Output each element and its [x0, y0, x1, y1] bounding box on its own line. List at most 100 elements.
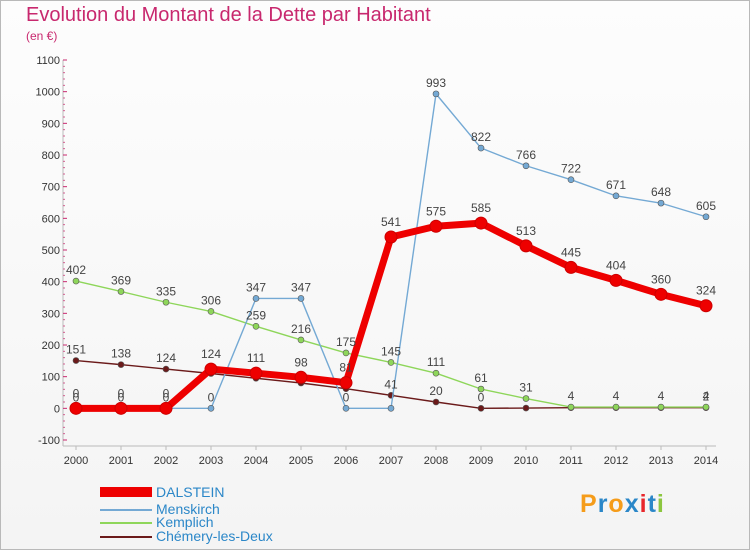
- data-label-menskirch: 822: [471, 130, 491, 144]
- data-point-kemplich: [117, 288, 125, 295]
- data-label-kemplich: 111: [427, 355, 446, 369]
- y-tick-label: 1000: [36, 87, 60, 99]
- y-tick-label: 700: [42, 182, 60, 194]
- y-tick-label: 0: [54, 403, 60, 415]
- data-label-menskirch: 722: [561, 162, 581, 176]
- data-point-menskirch: [432, 90, 440, 98]
- data-point-dalstein: [69, 401, 83, 415]
- legend-label-menskirch: Menskirch: [156, 501, 220, 517]
- x-tick-label: 2011: [559, 455, 583, 467]
- legend-swatch-menskirch: [100, 509, 152, 511]
- x-tick-label: 2001: [109, 455, 133, 467]
- data-point-chemery-les-deux: [432, 398, 440, 406]
- data-label-kemplich: 306: [201, 293, 221, 307]
- y-tick-label: 600: [42, 213, 60, 225]
- y-tick-label: 200: [42, 340, 60, 352]
- chart-unit: (en €): [26, 29, 58, 43]
- data-label-chemery-les-deux: 151: [66, 343, 86, 357]
- data-label-kemplich: 4: [613, 389, 620, 403]
- data-label-dalstein: 360: [651, 272, 671, 286]
- data-label-kemplich: 61: [474, 371, 488, 385]
- data-point-kemplich: [387, 359, 395, 366]
- data-point-dalstein: [519, 239, 533, 253]
- data-point-kemplich: [522, 395, 530, 402]
- data-label-dalstein: 124: [201, 347, 221, 361]
- y-tick-label: 800: [42, 150, 60, 162]
- legend-swatch-chemery-les-deux: [100, 536, 152, 538]
- x-tick-label: 2010: [514, 455, 538, 467]
- data-point-chemery-les-deux: [72, 357, 80, 364]
- data-label-kemplich: 335: [156, 284, 176, 298]
- data-point-dalstein: [294, 370, 308, 384]
- data-point-kemplich: [297, 336, 305, 344]
- data-point-dalstein: [609, 273, 623, 287]
- axes: 110010009008007006005004003002001000-100…: [36, 55, 719, 467]
- legend-swatch-dalstein: [100, 487, 152, 497]
- data-point-menskirch: [657, 199, 665, 207]
- logo-letter: i: [639, 490, 648, 518]
- data-label-menskirch: 0: [343, 390, 350, 404]
- data-point-kemplich: [477, 385, 485, 393]
- data-point-menskirch: [612, 192, 620, 200]
- legend-label-kemplich: Kemplich: [156, 514, 214, 530]
- data-label-kemplich: 4: [703, 389, 710, 403]
- data-point-dalstein: [339, 376, 353, 390]
- x-tick-label: 2002: [154, 455, 178, 467]
- data-point-kemplich: [342, 349, 350, 357]
- data-label-dalstein: 513: [516, 224, 536, 238]
- data-point-kemplich: [612, 403, 620, 411]
- data-label-kemplich: 402: [66, 263, 86, 277]
- data-label-dalstein: 541: [381, 215, 401, 229]
- logo-letter: o: [608, 490, 625, 518]
- data-label-dalstein: 324: [696, 284, 716, 298]
- data-point-kemplich: [162, 298, 170, 306]
- data-point-chemery-les-deux: [117, 361, 125, 368]
- x-tick-label: 2012: [604, 455, 628, 467]
- data-point-kemplich: [657, 403, 665, 411]
- data-label-kemplich: 4: [568, 389, 575, 403]
- data-point-dalstein: [654, 287, 668, 301]
- data-label-chemery-les-deux: 2: [703, 390, 710, 404]
- proxiti-logo: Proxiti: [580, 490, 665, 519]
- data-point-chemery-les-deux: [477, 405, 485, 412]
- legend-label-dalstein: DALSTEIN: [156, 484, 225, 500]
- x-tick-label: 2008: [424, 455, 448, 467]
- x-tick-label: 2006: [334, 455, 358, 467]
- data-label-menskirch: 993: [426, 76, 446, 90]
- data-point-dalstein: [474, 216, 488, 230]
- data-point-menskirch: [297, 295, 305, 302]
- logo-letter: r: [597, 490, 609, 518]
- data-point-dalstein: [699, 299, 713, 313]
- x-tick-label: 2005: [289, 455, 313, 467]
- x-tick-label: 2007: [379, 455, 403, 467]
- data-label-menskirch: 347: [246, 280, 266, 294]
- legend-swatch-kemplich: [100, 522, 152, 524]
- data-point-dalstein: [384, 230, 398, 244]
- data-label-dalstein: 445: [561, 245, 581, 259]
- logo-letter: i: [656, 490, 665, 518]
- y-tick-label: -100: [38, 435, 60, 447]
- data-label-menskirch: 0: [118, 390, 125, 404]
- data-label-chemery-les-deux: 138: [111, 347, 131, 361]
- data-point-dalstein: [114, 401, 128, 415]
- data-label-menskirch: 0: [208, 390, 215, 404]
- data-label-dalstein: 585: [471, 201, 491, 215]
- data-label-menskirch: 347: [291, 280, 311, 294]
- data-point-menskirch: [522, 162, 530, 170]
- x-tick-label: 2014: [694, 455, 718, 467]
- data-label-menskirch: 671: [606, 178, 626, 192]
- x-tick-label: 2003: [199, 455, 223, 467]
- data-label-menskirch: 0: [163, 390, 170, 404]
- data-point-menskirch: [387, 405, 395, 412]
- data-label-kemplich: 4: [658, 389, 665, 403]
- x-tick-label: 2000: [64, 455, 88, 467]
- data-label-menskirch: 648: [651, 185, 671, 199]
- data-point-chemery-les-deux: [162, 365, 170, 373]
- y-tick-label: 1100: [36, 55, 60, 67]
- data-label-dalstein: 98: [294, 355, 308, 369]
- data-point-menskirch: [342, 405, 350, 412]
- data-label-kemplich: 216: [291, 322, 311, 336]
- data-label-chemery-les-deux: 0: [478, 390, 485, 404]
- data-point-chemery-les-deux: [522, 404, 530, 412]
